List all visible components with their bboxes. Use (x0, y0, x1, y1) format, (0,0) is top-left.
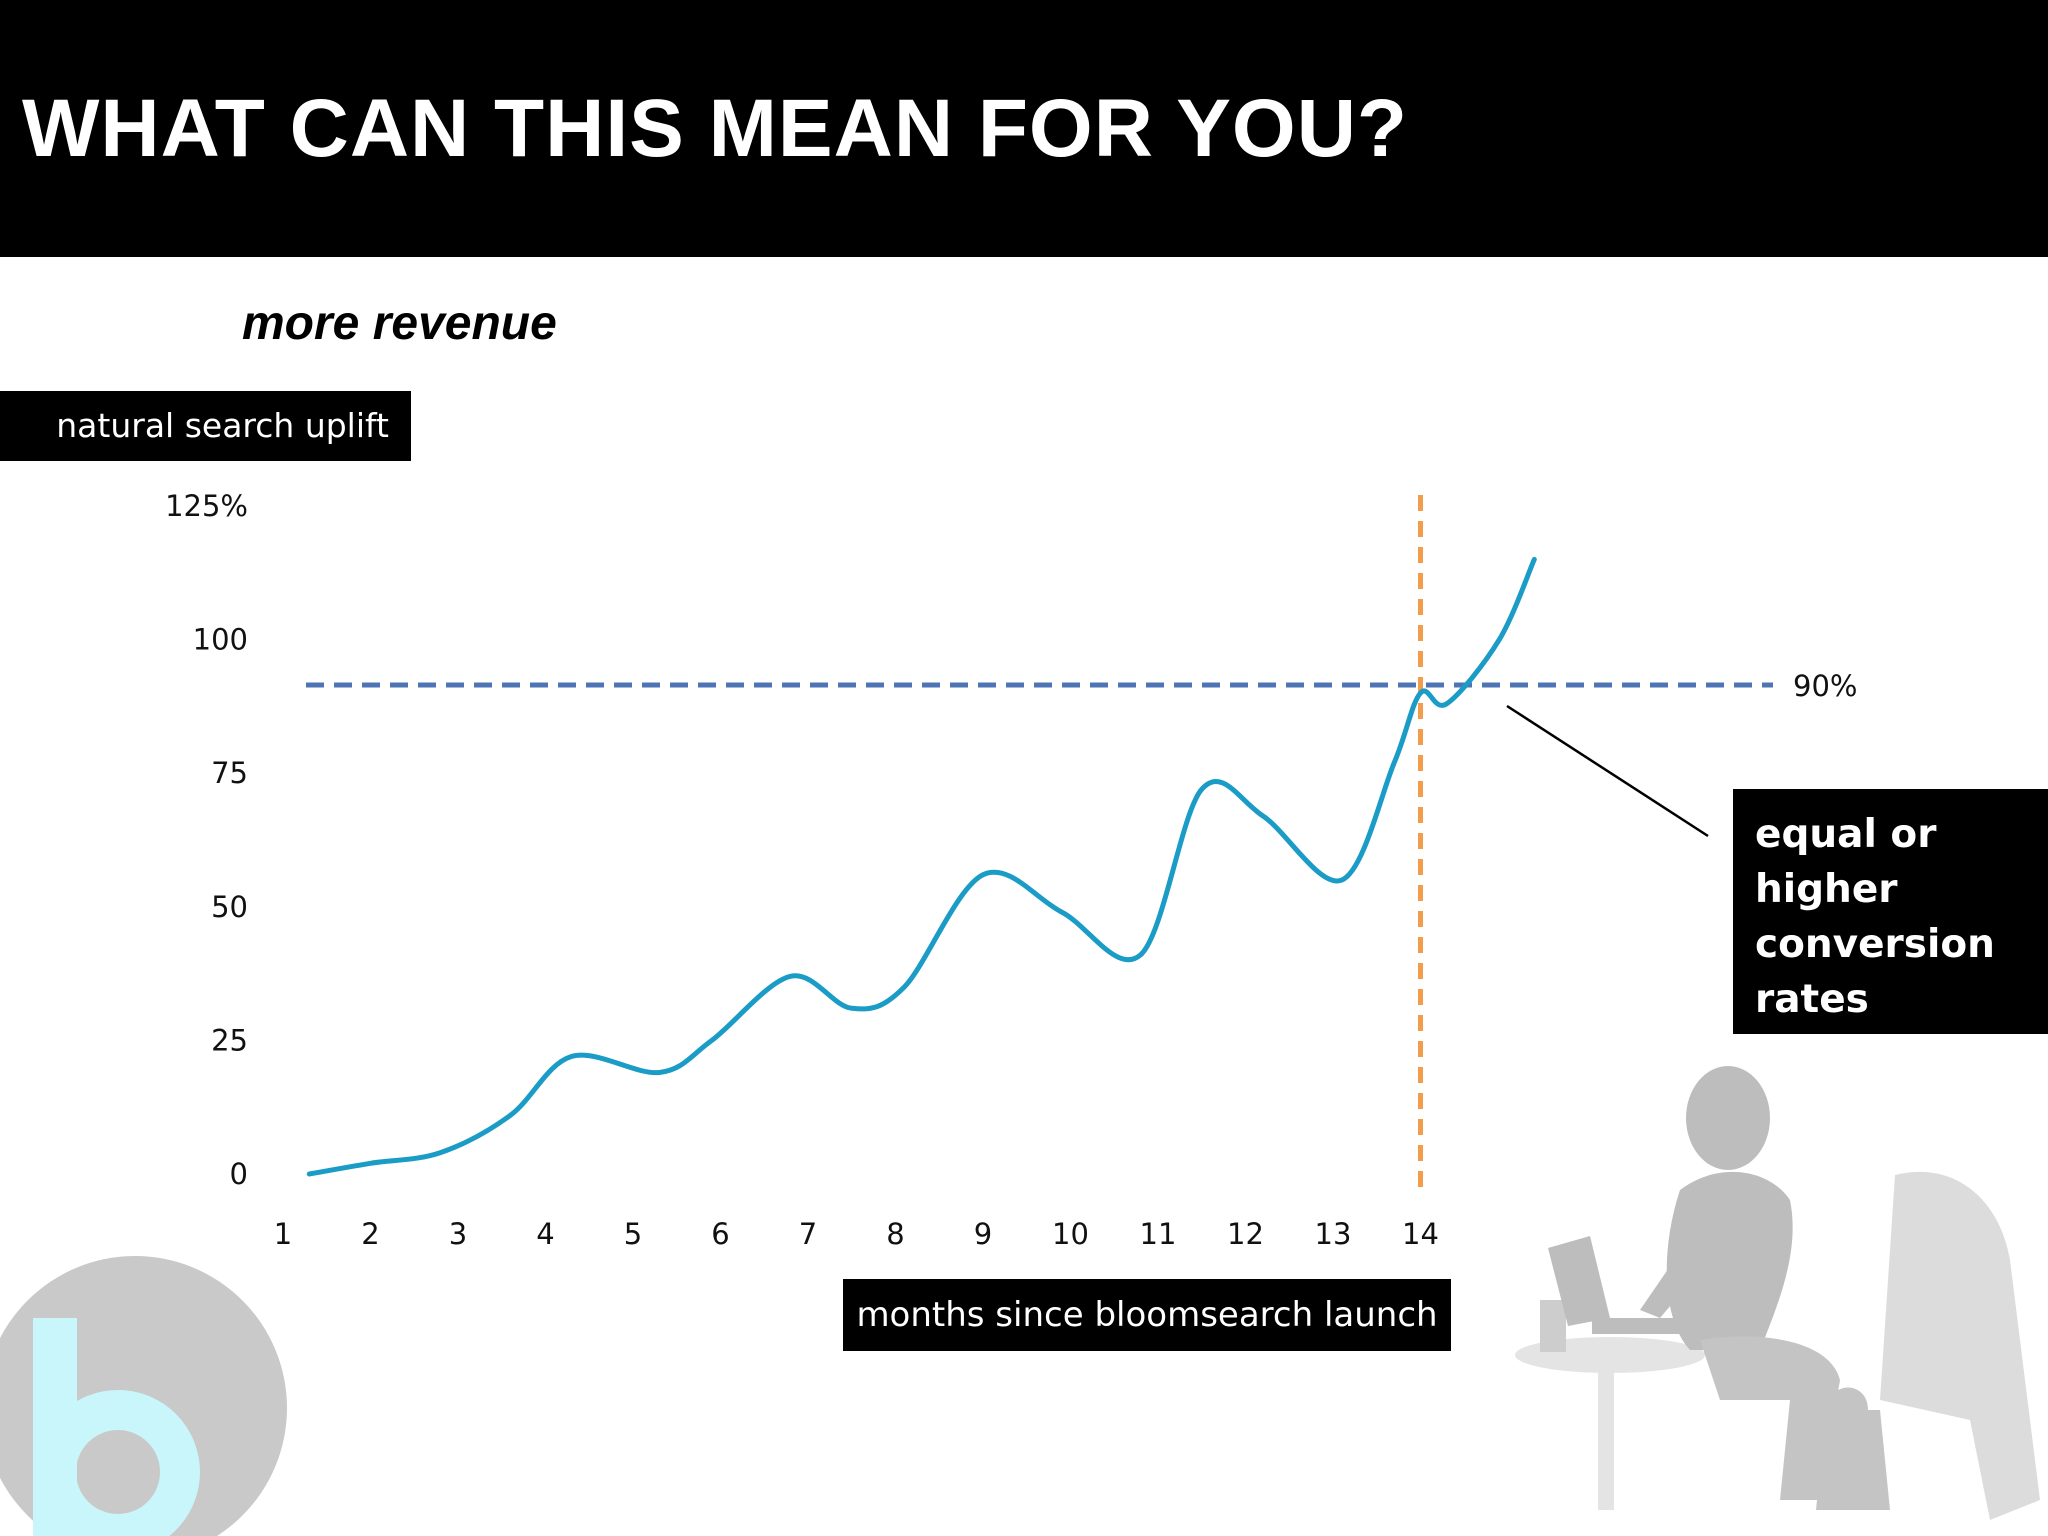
x-axis-title: months since bloomsearch launch (843, 1279, 1451, 1351)
x-tick-label: 1 (274, 1217, 292, 1251)
y-tick-label: 0 (230, 1157, 248, 1191)
y-tick-label: 25 (211, 1023, 248, 1057)
x-tick-label: 10 (1052, 1217, 1089, 1251)
chart-subtitle: more revenue (242, 297, 557, 350)
threshold-label: 90% (1793, 669, 1857, 703)
x-tick-label: 6 (711, 1217, 729, 1251)
brand-logo-icon (0, 1256, 287, 1536)
callout-line: rates (1755, 977, 1869, 1022)
x-tick-label: 11 (1140, 1217, 1177, 1251)
y-axis-ticks: 0 25 50 75 100 125% (165, 489, 248, 1191)
y-axis-title: natural search uplift (0, 391, 411, 461)
callout-line: equal or (1755, 812, 1937, 857)
x-tick-label: 3 (449, 1217, 467, 1251)
slide-title: WHAT CAN THIS MEAN FOR YOU? (22, 83, 1409, 174)
callout-line: higher (1755, 867, 1898, 912)
x-tick-label: 2 (361, 1217, 379, 1251)
uplift-series-line (306, 556, 1537, 1177)
x-axis-ticks: 1 2 3 4 5 6 7 8 9 10 11 12 13 14 (274, 1217, 1439, 1251)
y-tick-label: 75 (211, 756, 248, 790)
x-tick-label: 4 (536, 1217, 554, 1251)
y-tick-label: 50 (211, 890, 248, 924)
x-tick-label: 7 (799, 1217, 817, 1251)
callout-connector (1506, 704, 1709, 838)
header-bar (0, 0, 2048, 257)
conversion-callout: equal or higher conversion rates (1733, 789, 2048, 1034)
y-tick-label: 100 (193, 623, 248, 657)
woman-laptop-silhouette-icon (1515, 1066, 2040, 1520)
x-tick-label: 13 (1315, 1217, 1352, 1251)
x-tick-label: 5 (624, 1217, 642, 1251)
x-tick-label: 8 (886, 1217, 904, 1251)
x-tick-label: 9 (974, 1217, 992, 1251)
callout-line: conversion (1755, 922, 1995, 967)
x-tick-label: 12 (1227, 1217, 1264, 1251)
x-tick-label: 14 (1402, 1217, 1439, 1251)
y-tick-label: 125% (165, 489, 248, 523)
